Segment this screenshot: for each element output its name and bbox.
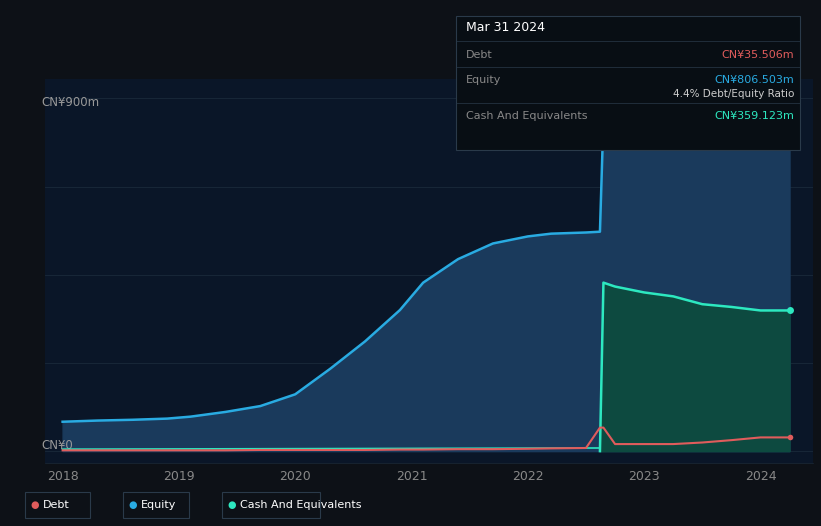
Text: Equity: Equity: [466, 75, 501, 85]
Text: CN¥0: CN¥0: [41, 439, 73, 452]
Text: CN¥359.123m: CN¥359.123m: [714, 110, 794, 121]
Text: Debt: Debt: [466, 50, 493, 60]
Text: ●: ●: [227, 500, 236, 510]
Text: CN¥35.506m: CN¥35.506m: [722, 50, 794, 60]
Text: Debt: Debt: [43, 500, 70, 510]
Text: Mar 31 2024: Mar 31 2024: [466, 21, 544, 34]
Text: CN¥806.503m: CN¥806.503m: [714, 75, 794, 85]
Text: 4.4% Debt/Equity Ratio: 4.4% Debt/Equity Ratio: [672, 88, 794, 99]
Text: Equity: Equity: [141, 500, 177, 510]
Text: ●: ●: [129, 500, 137, 510]
Text: Cash And Equivalents: Cash And Equivalents: [240, 500, 361, 510]
Text: ●: ●: [30, 500, 39, 510]
Text: CN¥900m: CN¥900m: [41, 96, 99, 109]
Text: Cash And Equivalents: Cash And Equivalents: [466, 110, 587, 121]
